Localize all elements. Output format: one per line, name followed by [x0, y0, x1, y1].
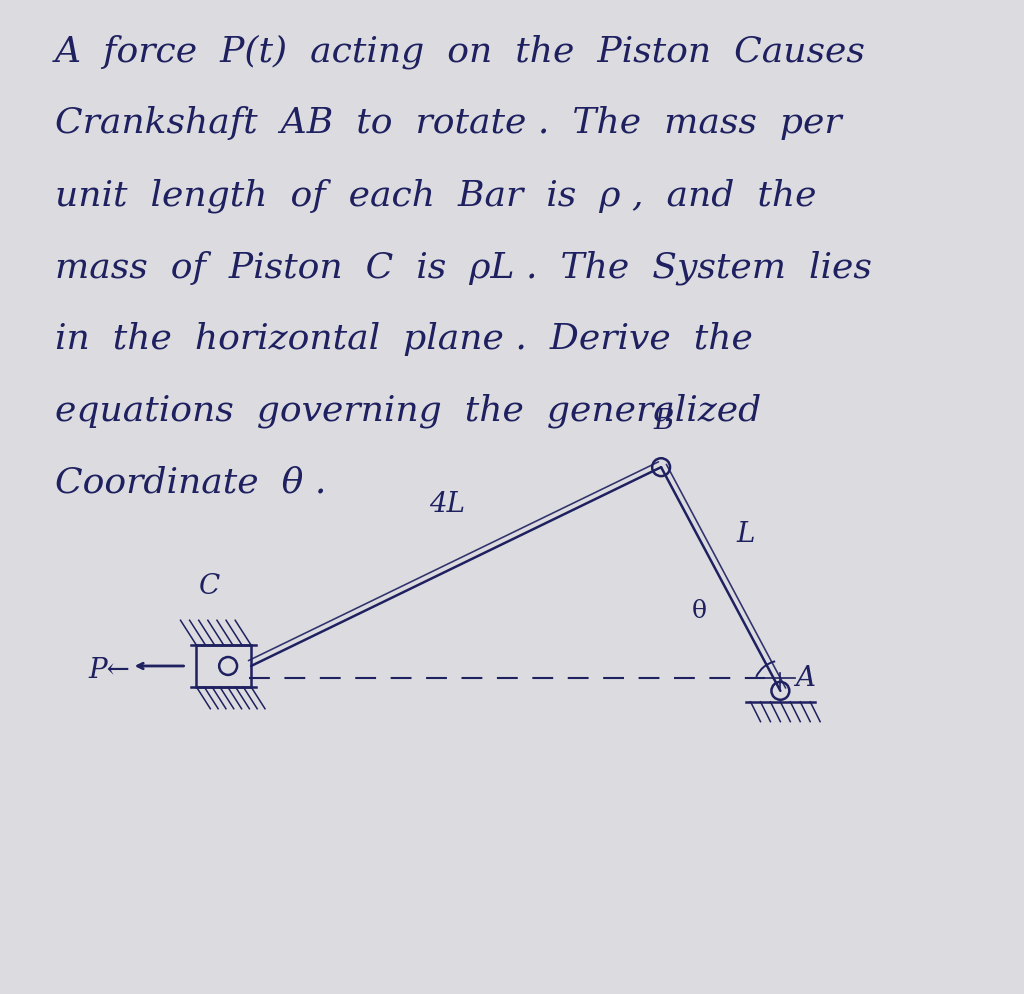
Text: θ: θ — [691, 600, 707, 623]
Bar — [197, 645, 251, 687]
Text: L: L — [736, 521, 755, 548]
Text: A: A — [796, 665, 815, 692]
Text: equations  governing  the  generalized: equations governing the generalized — [54, 394, 761, 428]
Text: in  the  horizontal  plane .  Derive  the: in the horizontal plane . Derive the — [54, 322, 753, 356]
Text: unit  length  of  each  Bar  is  ρ ,  and  the: unit length of each Bar is ρ , and the — [54, 179, 816, 214]
Text: A  force  P(t)  acting  on  the  Piston  Causes: A force P(t) acting on the Piston Causes — [54, 35, 865, 70]
Text: B: B — [654, 409, 674, 435]
Text: C: C — [200, 574, 220, 600]
Text: P←: P← — [88, 657, 130, 684]
Text: Crankshaft  AB  to  rotate .  The  mass  per: Crankshaft AB to rotate . The mass per — [54, 106, 842, 140]
Text: Coordinate  θ .: Coordinate θ . — [54, 465, 326, 499]
Text: mass  of  Piston  C  is  ρL .  The  System  lies: mass of Piston C is ρL . The System lies — [54, 250, 871, 285]
Text: 4L: 4L — [429, 491, 465, 518]
